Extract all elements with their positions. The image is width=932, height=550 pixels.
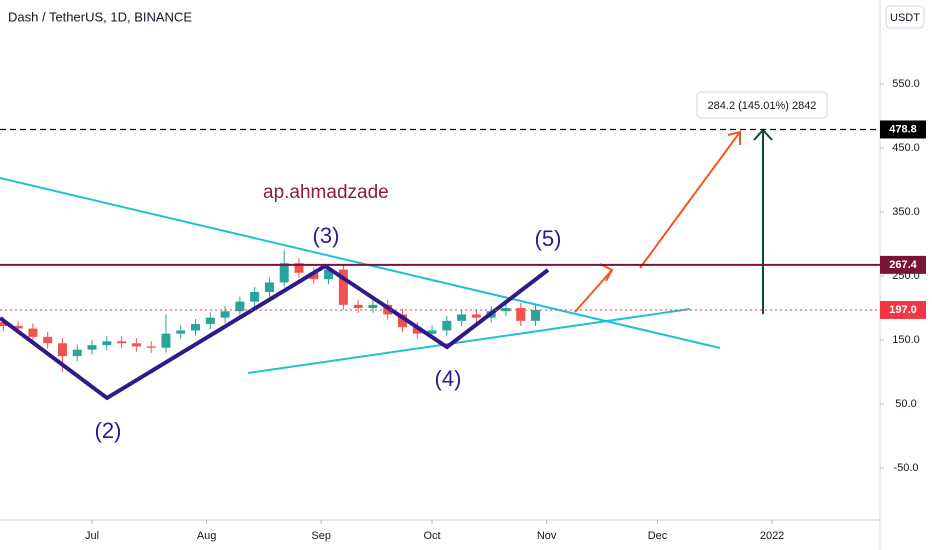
level-box (880, 300, 926, 319)
y-tick-label: -50.0 (893, 462, 918, 474)
y-tick-label: 350.0 (892, 206, 920, 218)
candle-body (43, 336, 53, 344)
candle-body (146, 346, 156, 348)
candle-body (368, 304, 378, 309)
level-box (880, 120, 926, 139)
level-box (880, 255, 926, 274)
y-tick-label: 450.0 (892, 142, 920, 154)
currency: USDT (890, 12, 920, 24)
candle-body (87, 345, 97, 350)
x-tick-label: 2022 (760, 530, 784, 542)
candle-body (250, 292, 260, 302)
candle-body (235, 301, 245, 312)
author: ap.ahmadzade (263, 182, 389, 203)
x-tick-label: Nov (537, 530, 557, 542)
candle-body (338, 269, 348, 305)
candle-body (309, 272, 319, 280)
candle-body (57, 343, 67, 357)
trend-line (247, 308, 691, 374)
y-tick-label: 550.0 (892, 78, 920, 90)
measure-box (696, 91, 828, 119)
wave-line (0, 263, 550, 401)
candle-body (13, 325, 23, 329)
candle-body (0, 322, 8, 326)
candle-body (191, 324, 201, 331)
candle-body (161, 333, 171, 348)
candle-body (324, 269, 334, 280)
candle-body (442, 320, 452, 331)
candle-body (427, 330, 437, 334)
level-label: 267.4 (889, 259, 917, 271)
currency-box (885, 5, 925, 29)
arrow-head (599, 263, 614, 282)
candle-body (516, 308, 526, 321)
candle-body (176, 330, 186, 334)
candle-body (412, 327, 422, 334)
wave-label: (5) (535, 226, 562, 251)
candle-body (457, 314, 467, 321)
annotations: 284.2 (145.01%) 2842 ap.ahmadzade (2) (3… (0, 91, 828, 443)
measure-label: 284.2 (145.01%) 2842 (708, 100, 817, 112)
y-tick-label: 150.0 (892, 334, 920, 346)
candle-body (294, 263, 304, 273)
projection-arrow (574, 269, 613, 313)
x-tick-label: Dec (648, 530, 668, 542)
x-tick-label: Jul (85, 530, 99, 542)
candle-body (353, 304, 363, 309)
x-tick-label: Oct (423, 530, 440, 542)
wave-label: (3) (313, 223, 340, 248)
y-tick-label: 50.0 (895, 398, 916, 410)
candle-body (397, 314, 407, 328)
x-tick-label: Aug (197, 530, 217, 542)
candle-body (131, 343, 141, 347)
candle-body (279, 263, 289, 283)
candle-body (205, 317, 215, 325)
candle-body (117, 341, 127, 344)
candle-body (72, 349, 82, 357)
candle-body (531, 309, 541, 321)
level-label: 478.8 (889, 123, 917, 135)
x-tick-label: Sep (311, 530, 331, 542)
wave-label: (2) (95, 418, 122, 443)
projection-arrow (639, 131, 741, 269)
candle-body (102, 341, 112, 346)
candle-body (28, 328, 38, 337)
arrow-head (727, 130, 741, 145)
candle-body (471, 314, 481, 318)
wave-label: (4) (435, 366, 462, 391)
candle-body (220, 311, 230, 318)
trend-line (0, 177, 721, 349)
candle-body (264, 282, 274, 293)
level-label: 197.0 (889, 304, 917, 316)
chart-title: Dash / TetherUS, 1D, BINANCE (8, 9, 192, 24)
